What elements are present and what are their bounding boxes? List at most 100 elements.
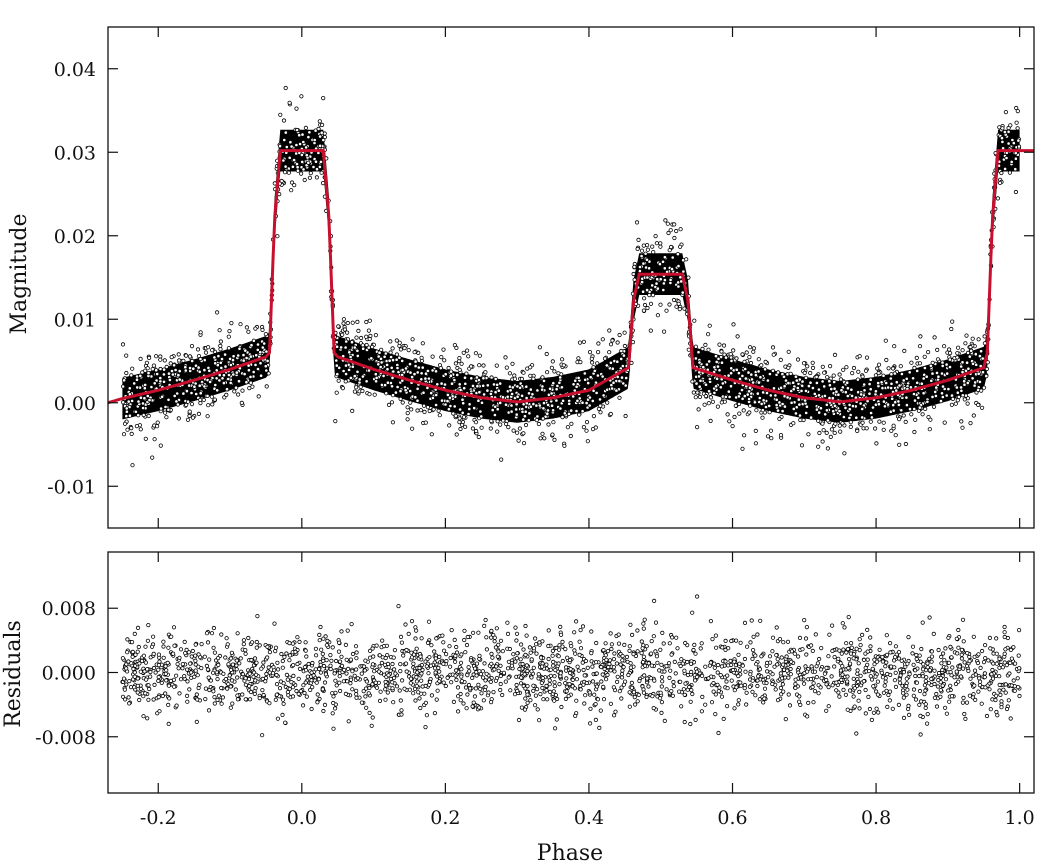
observation-point	[758, 375, 763, 380]
observation-point	[885, 402, 891, 407]
observation-point	[435, 382, 440, 387]
observation-point	[477, 353, 482, 358]
observation-point	[575, 398, 580, 403]
residual-point	[803, 664, 808, 669]
residual-point	[259, 733, 265, 738]
observation-point	[825, 418, 831, 423]
observation-point	[460, 397, 465, 402]
observation-point	[924, 374, 929, 379]
residual-point	[296, 676, 301, 681]
residual-point	[479, 691, 484, 696]
residual-point	[679, 704, 684, 709]
residual-point	[888, 650, 893, 655]
residual-point	[180, 666, 185, 671]
observation-point	[933, 389, 938, 394]
observation-point	[138, 395, 143, 400]
observation-point	[446, 365, 451, 371]
observation-point	[317, 134, 323, 139]
observation-point	[707, 323, 712, 328]
residual-point	[601, 684, 606, 690]
residual-point	[869, 677, 875, 682]
residual-point	[627, 690, 632, 695]
observation-point	[521, 417, 526, 422]
residual-point	[947, 699, 952, 704]
residual-point	[753, 653, 758, 658]
residual-point	[289, 679, 294, 685]
residual-point	[604, 657, 609, 662]
residual-point	[274, 672, 279, 678]
observation-point	[644, 243, 650, 248]
observation-point	[163, 410, 168, 415]
residual-point	[408, 681, 413, 686]
observation-point	[408, 370, 413, 375]
residual-point	[694, 669, 700, 674]
residual-point	[840, 664, 845, 669]
residual-point	[925, 711, 930, 717]
observation-point	[781, 374, 787, 379]
residual-point	[648, 651, 654, 656]
residual-point	[898, 673, 903, 678]
residual-point	[1002, 651, 1007, 656]
residual-point	[249, 657, 254, 663]
residual-point	[857, 637, 862, 642]
residual-point	[897, 680, 903, 685]
observation-point	[251, 369, 256, 375]
residual-point	[789, 649, 795, 654]
residual-point	[415, 670, 420, 675]
observation-point	[208, 379, 213, 384]
residual-point	[875, 679, 881, 684]
residual-point	[443, 683, 448, 689]
observation-point	[741, 408, 746, 413]
residual-point	[275, 660, 280, 665]
residual-point	[552, 698, 557, 703]
observation-point	[144, 360, 149, 365]
observation-point	[774, 397, 779, 402]
residual-point	[658, 690, 663, 695]
observation-point	[997, 180, 1003, 185]
observation-point	[436, 408, 441, 413]
residual-point	[423, 700, 428, 705]
residual-point	[518, 642, 524, 647]
observation-point	[940, 360, 945, 365]
observation-point	[265, 358, 270, 363]
observation-point	[243, 348, 248, 353]
observation-point	[617, 378, 622, 384]
observation-point	[192, 384, 197, 389]
residual-point	[1008, 716, 1013, 721]
residual-point	[983, 655, 988, 661]
residual-point	[413, 636, 418, 641]
observation-point	[158, 375, 163, 381]
observation-point	[318, 159, 323, 164]
residual-point	[627, 644, 632, 649]
observation-point	[903, 441, 909, 447]
observation-point	[569, 421, 574, 426]
residual-point	[815, 661, 821, 666]
residual-point	[295, 661, 300, 667]
residual-point	[443, 651, 449, 657]
residual-point	[172, 684, 177, 689]
residual-point	[861, 679, 867, 684]
observation-point	[825, 446, 831, 451]
residual-point	[228, 684, 233, 689]
observation-point	[744, 350, 749, 355]
residual-point	[573, 651, 578, 656]
observation-point	[226, 334, 231, 339]
observation-point	[466, 411, 471, 417]
observation-point	[483, 370, 488, 375]
residual-point	[536, 672, 541, 677]
observation-point	[693, 344, 699, 349]
residual-point	[496, 649, 501, 654]
observation-point	[334, 390, 339, 395]
observation-point	[743, 366, 748, 372]
observation-point	[662, 277, 668, 283]
observation-point	[658, 244, 663, 249]
residual-point	[824, 677, 829, 683]
residual-point	[922, 683, 928, 688]
residual-point	[572, 648, 577, 653]
observation-point	[390, 393, 396, 398]
residual-point	[480, 669, 485, 674]
residual-point	[488, 635, 494, 640]
observation-point	[935, 357, 941, 362]
residual-point	[770, 635, 776, 640]
